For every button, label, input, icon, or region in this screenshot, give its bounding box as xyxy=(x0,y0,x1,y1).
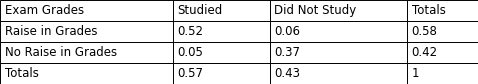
Bar xyxy=(270,21,407,42)
Bar xyxy=(0,63,173,84)
Bar xyxy=(173,21,270,42)
Text: 0.43: 0.43 xyxy=(274,67,300,80)
Text: 0.42: 0.42 xyxy=(412,46,438,59)
Text: 0.52: 0.52 xyxy=(178,25,204,38)
Bar xyxy=(270,42,407,63)
Text: 0.06: 0.06 xyxy=(274,25,300,38)
Bar xyxy=(0,21,173,42)
Bar xyxy=(407,42,478,63)
Text: Did Not Study: Did Not Study xyxy=(274,4,357,17)
Text: 1: 1 xyxy=(412,67,419,80)
Bar xyxy=(270,0,407,21)
Text: 0.57: 0.57 xyxy=(178,67,204,80)
Bar xyxy=(0,0,173,21)
Bar xyxy=(173,63,270,84)
Text: Totals: Totals xyxy=(412,4,445,17)
Text: 0.37: 0.37 xyxy=(274,46,300,59)
Bar xyxy=(0,42,173,63)
Text: No Raise in Grades: No Raise in Grades xyxy=(5,46,117,59)
Bar xyxy=(173,0,270,21)
Text: Totals: Totals xyxy=(5,67,39,80)
Text: 0.05: 0.05 xyxy=(178,46,204,59)
Bar xyxy=(407,21,478,42)
Bar xyxy=(407,63,478,84)
Bar xyxy=(173,42,270,63)
Text: 0.58: 0.58 xyxy=(412,25,437,38)
Text: Exam Grades: Exam Grades xyxy=(5,4,84,17)
Bar xyxy=(270,63,407,84)
Text: Raise in Grades: Raise in Grades xyxy=(5,25,98,38)
Text: Studied: Studied xyxy=(178,4,223,17)
Bar xyxy=(407,0,478,21)
